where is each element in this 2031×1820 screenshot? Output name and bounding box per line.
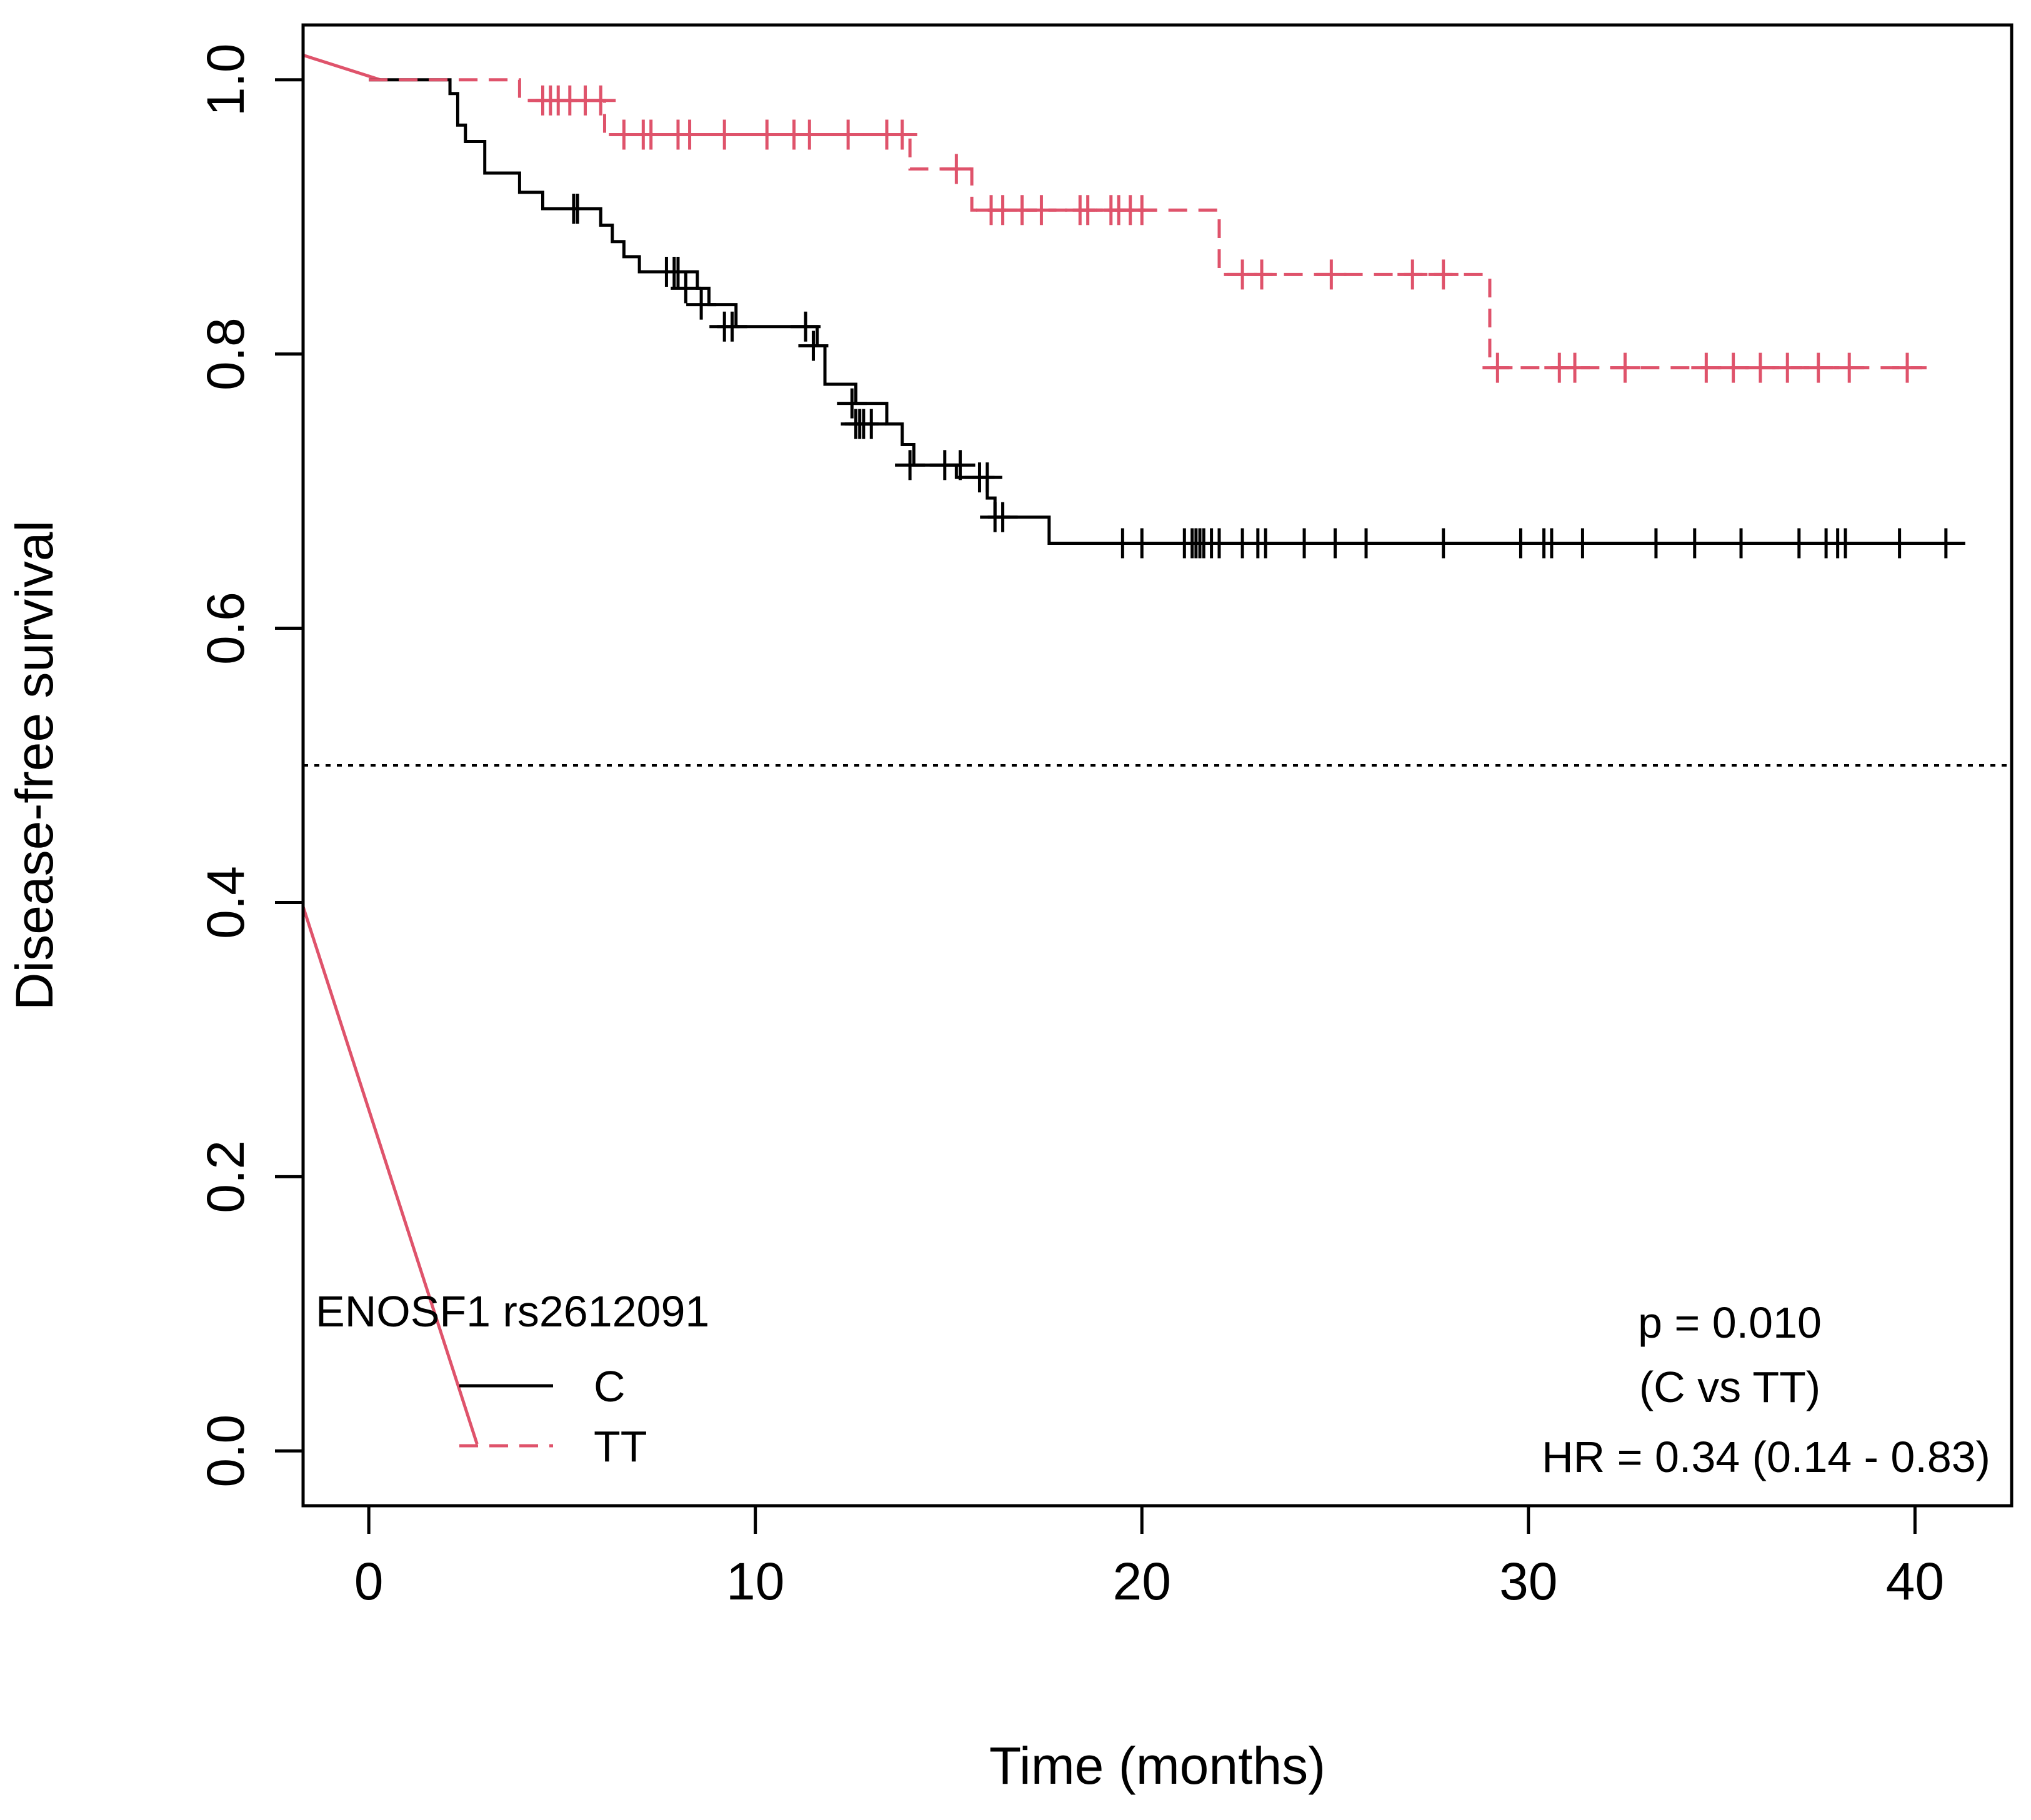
legend-title: ENOSF1 rs2612091 bbox=[316, 1287, 709, 1336]
extra-line-2 bbox=[301, 906, 479, 1445]
x-tick-label: 10 bbox=[726, 1552, 784, 1611]
y-tick-label: 0.8 bbox=[196, 317, 255, 390]
plot-content bbox=[301, 53, 2012, 1445]
legend-label-tt: TT bbox=[594, 1422, 647, 1471]
y-tick-label: 0.2 bbox=[196, 1140, 255, 1213]
x-tick-label: 20 bbox=[1113, 1552, 1171, 1611]
y-axis-label: Disease-free survival bbox=[5, 520, 64, 1010]
legend: ENOSF1 rs2612091 C TT bbox=[316, 1287, 709, 1471]
y-tick-label: 0.0 bbox=[196, 1415, 255, 1488]
extra-line-1 bbox=[302, 53, 381, 82]
y-tick-label: 0.6 bbox=[196, 592, 255, 665]
x-tick-label: 0 bbox=[354, 1552, 384, 1611]
x-tick-label: 40 bbox=[1886, 1552, 1944, 1611]
series-c-curve bbox=[369, 78, 1965, 545]
x-tick-label: 30 bbox=[1499, 1552, 1557, 1611]
y-tick-label: 1.0 bbox=[196, 43, 255, 116]
hazard-ratio-text: HR = 0.34 (0.14 - 0.83) bbox=[1542, 1433, 1990, 1481]
x-axis-label: Time (months) bbox=[989, 1736, 1325, 1795]
stats-annotation: p = 0.010 (C vs TT) HR = 0.34 (0.14 - 0.… bbox=[1542, 1298, 1990, 1481]
legend-label-c: C bbox=[594, 1362, 626, 1411]
y-axis: 0.0 0.2 0.4 0.6 0.8 1.0 bbox=[196, 43, 305, 1488]
comparison-text: (C vs TT) bbox=[1639, 1363, 1820, 1411]
p-value-text: p = 0.010 bbox=[1638, 1298, 1822, 1347]
x-axis: 0 10 20 30 40 bbox=[354, 1504, 1944, 1611]
y-tick-label: 0.4 bbox=[196, 866, 255, 939]
